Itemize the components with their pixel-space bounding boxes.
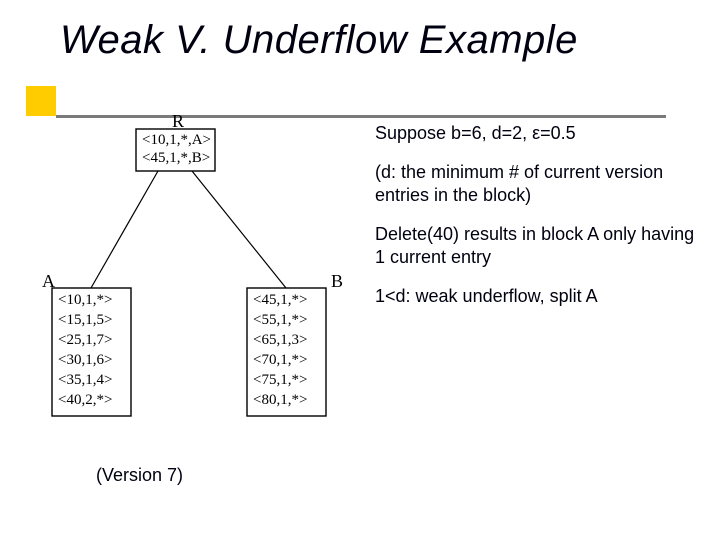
accent-square [26, 86, 56, 116]
r-entry-0: <10,1,*,A> [142, 132, 211, 149]
explanation-column: Suppose b=6, d=2, ε=0.5 (d: the minimum … [375, 122, 705, 324]
a-entry-5: <40,2,*> [58, 392, 112, 409]
b-entry-5: <80,1,*> [253, 392, 307, 409]
slide: Weak V. Underflow Example Suppose b=6, d… [0, 0, 720, 540]
b-entry-1: <55,1,*> [253, 312, 307, 329]
a-entry-4: <35,1,4> [58, 372, 112, 389]
para-d-defn: (d: the minimum # of current version ent… [375, 161, 705, 207]
b-entry-0: <45,1,*> [253, 292, 307, 309]
b-entry-2: <65,1,3> [253, 332, 307, 349]
title-underline [56, 115, 666, 118]
r-entry-1: <45,1,*,B> [142, 150, 210, 167]
slide-title: Weak V. Underflow Example [60, 18, 578, 63]
a-entry-0: <10,1,*> [58, 292, 112, 309]
node-b-label: B [331, 271, 343, 292]
para-weak-underflow: 1<d: weak underflow, split A [375, 285, 705, 308]
b-entry-3: <70,1,*> [253, 352, 307, 369]
para-suppose: Suppose b=6, d=2, ε=0.5 [375, 122, 705, 145]
edge-r-b [192, 171, 286, 288]
a-entry-1: <15,1,5> [58, 312, 112, 329]
version-label: (Version 7) [96, 465, 183, 486]
node-r-label: R [172, 111, 184, 132]
para-delete: Delete(40) results in block A only havin… [375, 223, 705, 269]
b-entry-4: <75,1,*> [253, 372, 307, 389]
tree-diagram: R A B <10,1,*,A> <45,1,*,B> <10,1,*> <15… [42, 120, 362, 440]
a-entry-3: <30,1,6> [58, 352, 112, 369]
node-a-label: A [42, 271, 55, 292]
edge-r-a [91, 171, 158, 288]
a-entry-2: <25,1,7> [58, 332, 112, 349]
